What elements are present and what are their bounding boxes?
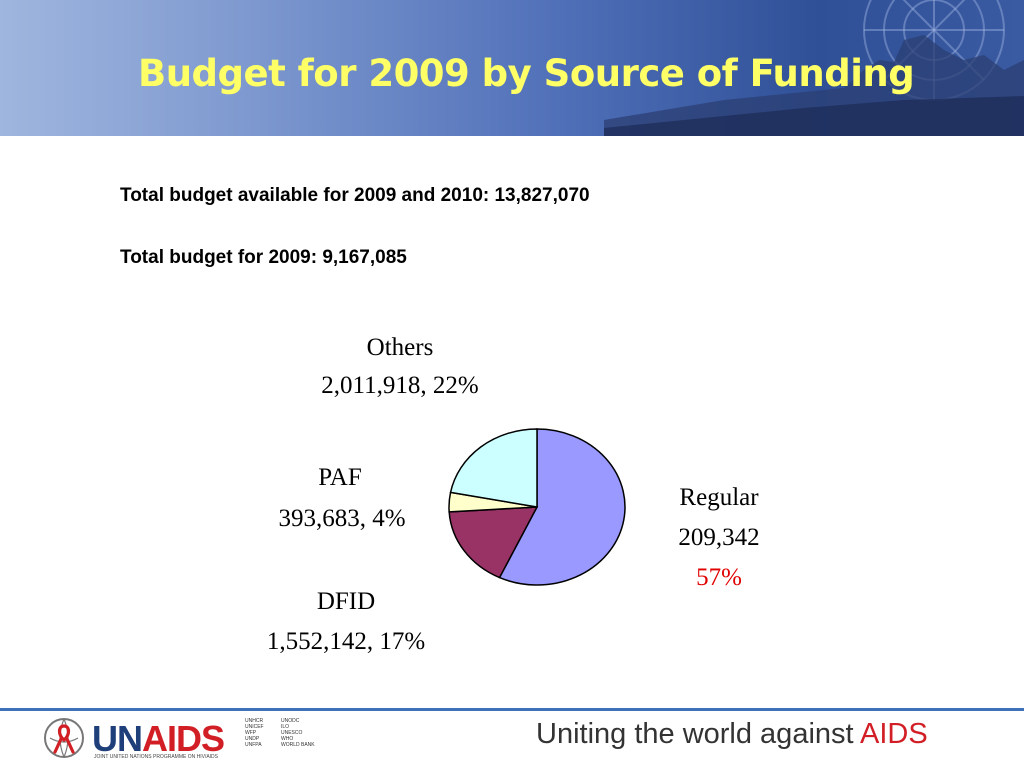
pie-slice-regular [498, 428, 626, 586]
label-paf-name: PAF [318, 464, 362, 491]
tagline-aids: AIDS [860, 718, 928, 750]
tagline-main: Uniting the world against [536, 718, 861, 750]
cosponsor: UNODC [281, 718, 300, 724]
footer [0, 711, 1024, 768]
tagline: Uniting the world against AIDS [536, 718, 928, 751]
label-paf-value: 393,683, 4% [278, 505, 405, 532]
label-regular-name: Regular [679, 484, 759, 511]
label-others-value: 2,011,918, 22% [321, 372, 478, 399]
cosponsor: WHO [281, 736, 294, 742]
label-others-amount: 2,011,918, [321, 372, 426, 399]
cosponsor: UNFPA [245, 742, 262, 748]
cosponsor: UNESCO [281, 730, 303, 736]
label-dfid-amount: 1,552,142, [267, 628, 373, 655]
total-budget-available: Total budget available for 2009 and 2010… [120, 185, 590, 206]
label-others-percent: 22% [433, 372, 479, 399]
cosponsors-column-1: UNHCR UNICEF WFP UNDP UNFPA [245, 718, 285, 748]
cosponsor: UNDP [245, 736, 260, 742]
pie-slice-dfid [448, 506, 539, 579]
logo-aids: AIDS [142, 718, 225, 759]
footer-divider [0, 708, 1024, 711]
cosponsor: WFP [245, 730, 257, 736]
label-dfid-percent: 17% [379, 628, 425, 655]
label-others-name: Others [367, 334, 434, 361]
pie-labels: Others 2,011,918, 22% PAF 393,683, 4% Re… [267, 334, 760, 655]
cosponsor: UNICEF [245, 724, 264, 730]
logo-un: UN [92, 718, 143, 759]
red-ribbon-globe-icon [44, 718, 84, 758]
page-title: Budget for 2009 by Source of Funding [138, 52, 915, 95]
label-regular-percent: 57% [696, 564, 742, 591]
label-regular-value: 209,342 [678, 524, 759, 551]
unaids-logo: UNAIDS JOINT UNITED NATIONS PROGRAMME ON… [42, 716, 312, 760]
total-budget-2009: Total budget for 2009: 9,167,085 [120, 247, 407, 268]
label-dfid-name: DFID [317, 588, 375, 615]
cosponsor: WORLD BANK [281, 742, 315, 748]
label-dfid-value: 1,552,142, 17% [267, 628, 425, 655]
label-paf-percent: 4% [372, 505, 405, 532]
logo-subtitle: JOINT UNITED NATIONS PROGRAMME ON HIV/AI… [94, 754, 218, 760]
cosponsor: UNHCR [245, 718, 264, 724]
header-banner: Budget for 2009 by Source of Funding [0, 0, 1024, 136]
pie-chart: Others 2,011,918, 22% PAF 393,683, 4% Re… [267, 334, 760, 655]
unaids-wordmark: UNAIDS [92, 718, 225, 760]
pie-slices [448, 428, 626, 586]
label-paf-amount: 393,683, [278, 505, 366, 532]
cosponsors-column-2: UNODC ILO UNESCO WHO WORLD BANK [281, 718, 321, 748]
cosponsors-list: UNHCR UNICEF WFP UNDP UNFPA UNODC ILO UN… [245, 718, 335, 754]
un-emblem-icon [604, 0, 1024, 136]
cosponsor: ILO [281, 724, 290, 730]
pie-slice-others [449, 428, 538, 508]
